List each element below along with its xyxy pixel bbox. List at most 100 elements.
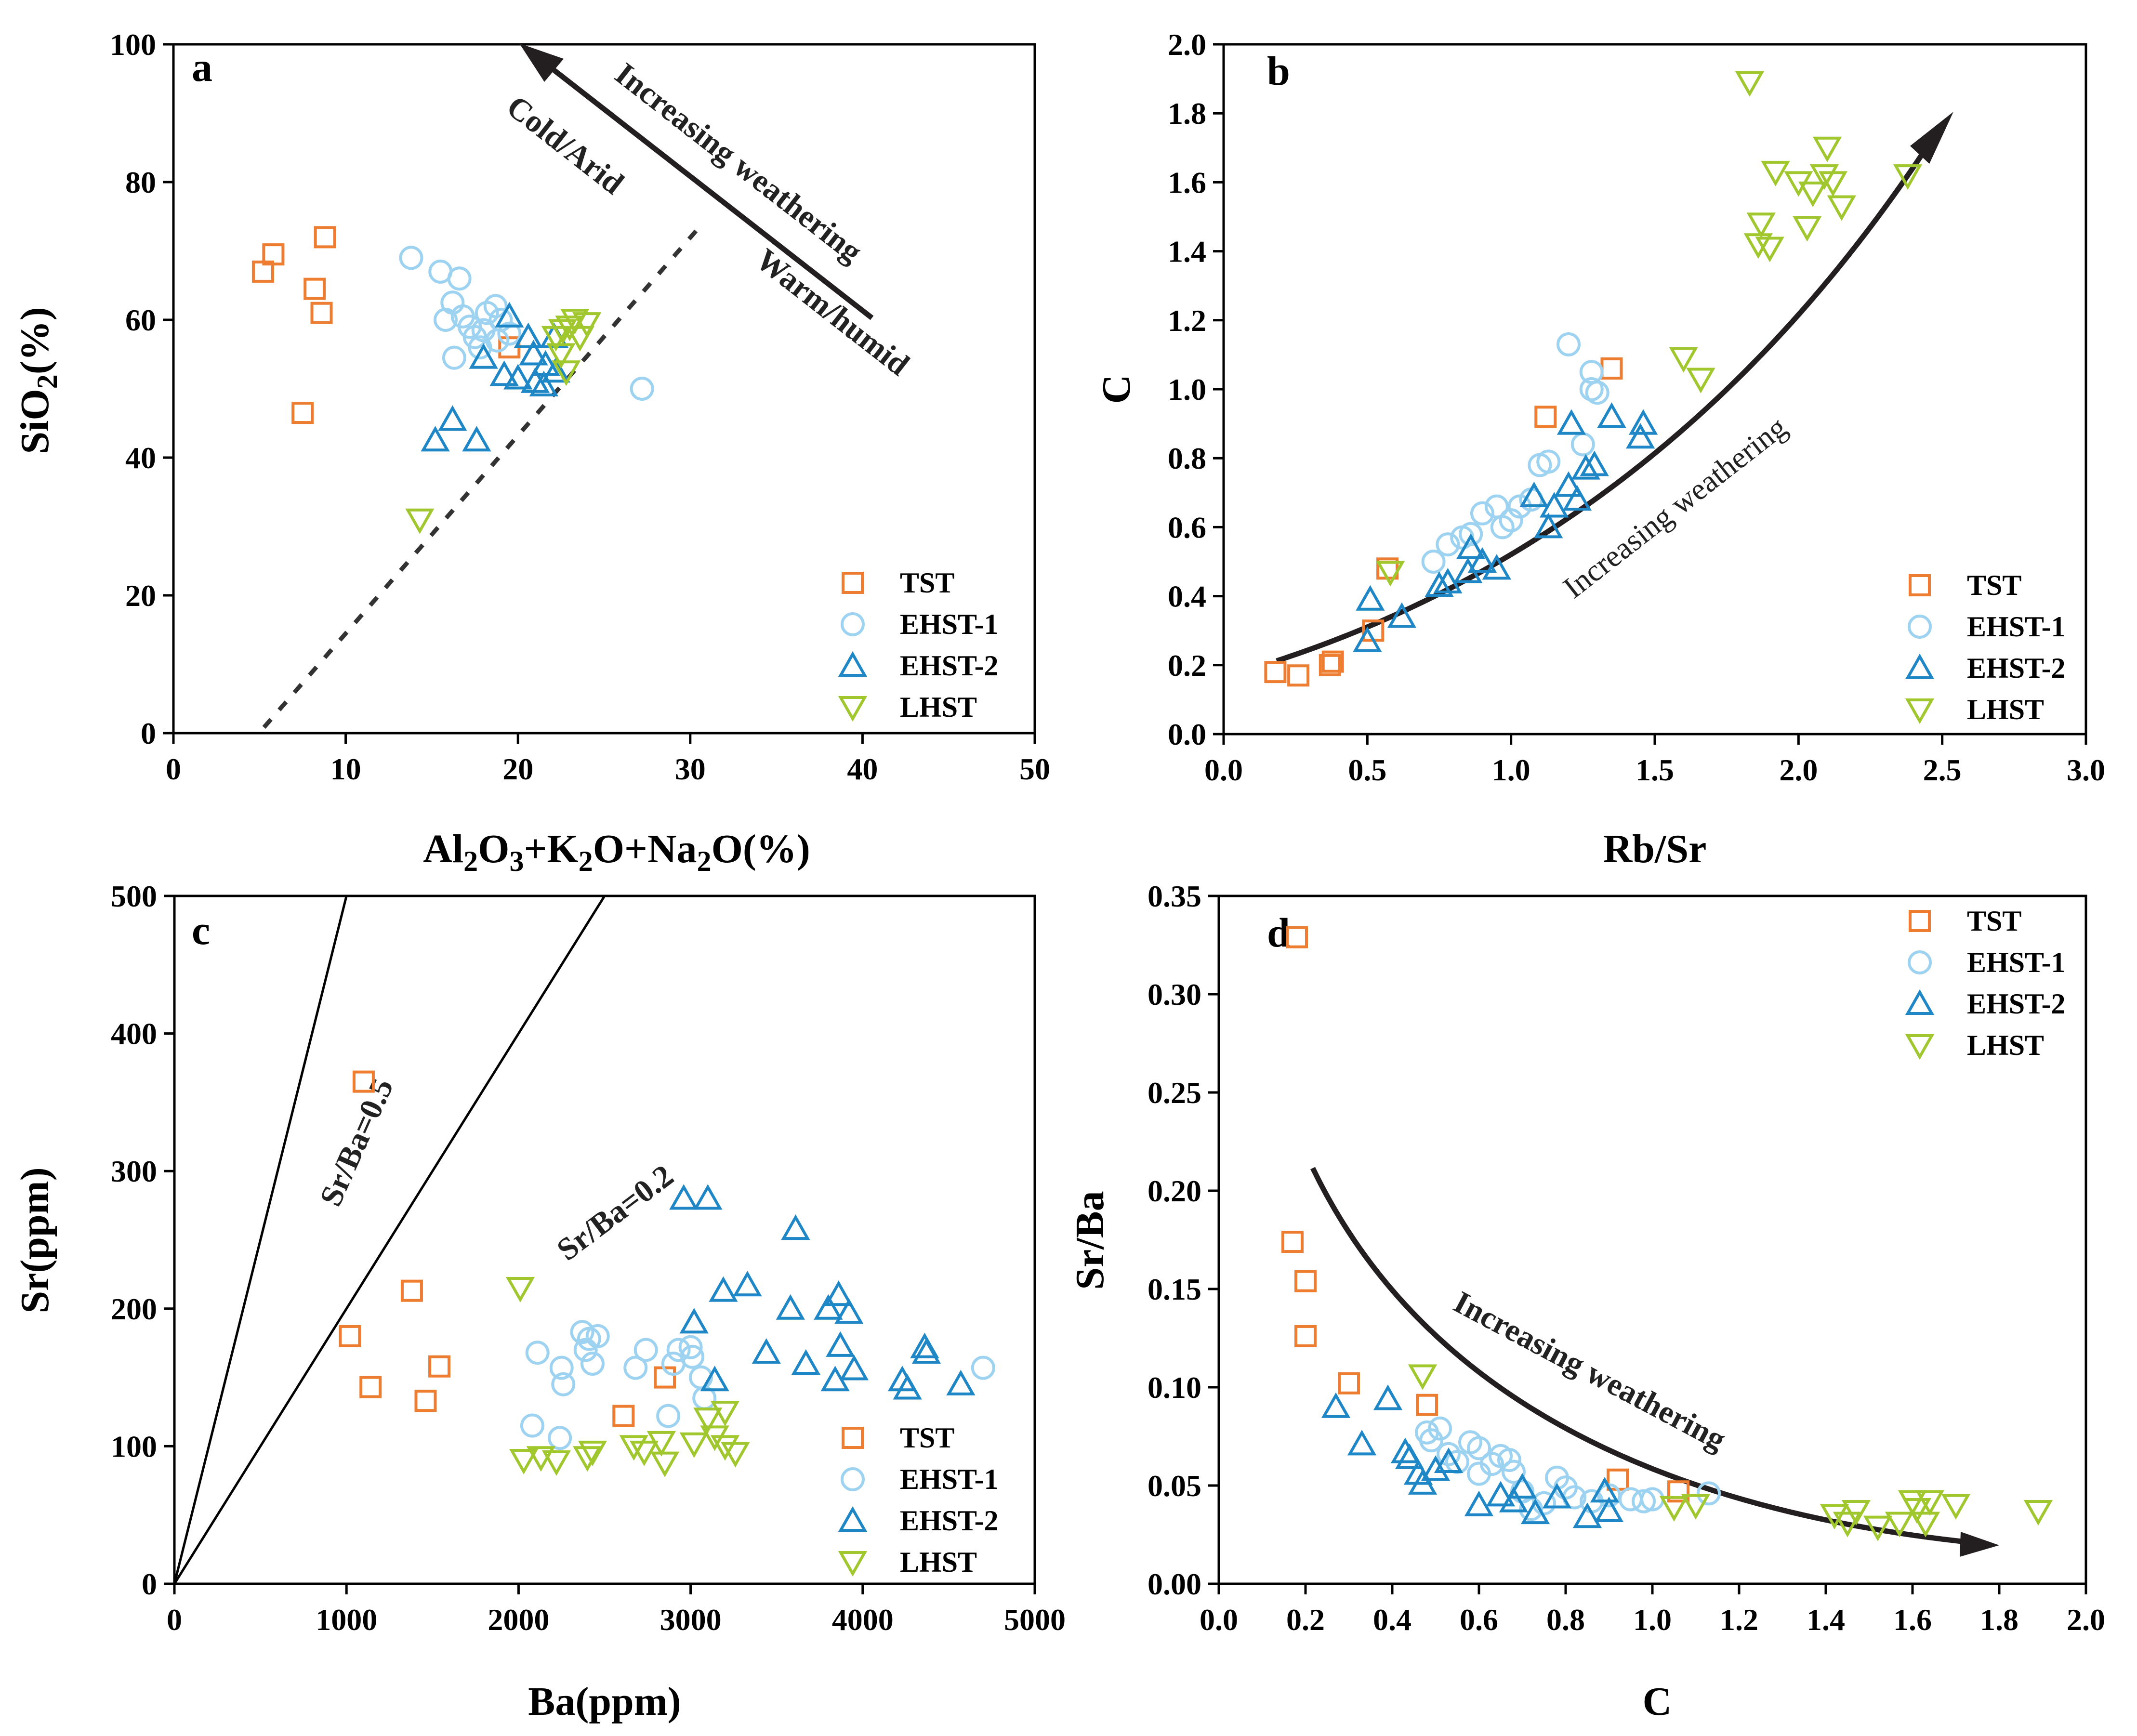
- panel-d-arrow-head: [1960, 1532, 1999, 1557]
- data-point-ehst-2: [1499, 1486, 1529, 1512]
- data-point-lhst: [552, 360, 581, 386]
- legend-marker-lhst: [1905, 698, 1935, 724]
- data-point-lhst: [693, 1407, 723, 1434]
- data-point-lhst: [1863, 1515, 1893, 1541]
- x-tick-label: 5000: [1004, 1603, 1066, 1637]
- x-tick-label: 0: [167, 1603, 182, 1637]
- data-point-ehst-2: [911, 1338, 941, 1364]
- data-point-ehst-2: [1507, 1473, 1537, 1499]
- data-point-ehst-2: [693, 1184, 723, 1210]
- data-point-ehst-1: [971, 1355, 995, 1380]
- y-tick-label: 0.20: [1148, 1174, 1201, 1208]
- x-tick-label: 1.2: [1720, 1603, 1758, 1637]
- x-tick-label: 0.0: [1204, 753, 1243, 787]
- data-point-ehst-2: [469, 343, 498, 369]
- panel-d-ticks: 0.0 0.2 0.4 0.6 0.8 1.0 1.2 1.4 1.6 1.8 2.0 0.00 0.0…: [1148, 879, 2105, 1637]
- data-point-ehst-2: [519, 340, 548, 366]
- x-tick-label: 0.5: [1348, 753, 1386, 787]
- panel-b-points: [1264, 71, 1923, 687]
- data-point-ehst-2: [1408, 1469, 1438, 1495]
- data-point-lhst: [578, 1440, 607, 1466]
- panel-a-arrow-head: [519, 43, 564, 82]
- data-point-tst: [414, 1390, 437, 1412]
- x-tick-label: 2.5: [1923, 753, 1962, 787]
- legend-label-ehst-2: EHST-2: [1967, 652, 2066, 684]
- data-point-lhst: [572, 312, 602, 338]
- data-point-lhst: [1761, 160, 1790, 186]
- data-point-ehst-2: [669, 1184, 699, 1210]
- data-point-ehst-2: [1395, 1443, 1425, 1469]
- data-point-lhst: [710, 1435, 740, 1461]
- data-point-ehst-2: [462, 426, 491, 452]
- data-point-ehst-2: [1572, 1502, 1602, 1528]
- data-point-ehst-2: [541, 357, 571, 383]
- data-point-ehst-1: [1557, 332, 1581, 356]
- data-point-ehst-2: [1347, 1430, 1377, 1456]
- panel-a-legend: TST EHST-1 EHST-2 LHST: [838, 567, 999, 723]
- data-point-ehst-2: [1353, 626, 1382, 652]
- x-tick-label: 1.8: [1980, 1603, 2018, 1637]
- y-tick-label: 0.05: [1148, 1469, 1201, 1503]
- x-tick-label: 0: [166, 752, 181, 786]
- panel-c-legend: TST EHST-1 EHST-2 LHST: [838, 1422, 999, 1578]
- y-tick-label: 0.6: [1168, 510, 1206, 544]
- panel-b-legend: TST EHST-1 EHST-2 LHST: [1905, 569, 2066, 725]
- data-point-ehst-1: [1428, 1416, 1452, 1441]
- data-point-ehst-1: [525, 1341, 550, 1365]
- data-point-lhst: [546, 343, 576, 369]
- panel-d-weathering-label: Increasing weathering: [1448, 1284, 1731, 1457]
- panel-a-ylabel: SiO2(%): [13, 307, 63, 454]
- data-point-ehst-1: [580, 1352, 605, 1376]
- data-point-ehst-1: [633, 1338, 658, 1362]
- x-tick-label: 30: [675, 752, 706, 786]
- x-tick-label: 1.0: [1492, 753, 1530, 787]
- data-point-lhst: [1893, 164, 1923, 190]
- legend-label-ehst-1: EHST-1: [1967, 947, 2066, 978]
- panel-c-ylabel: Sr(ppm): [13, 1167, 57, 1313]
- data-point-ehst-2: [1597, 402, 1626, 428]
- data-point-ehst-2: [1571, 454, 1600, 480]
- data-point-ehst-2: [826, 1331, 855, 1357]
- data-point-ehst-2: [824, 1280, 853, 1306]
- y-tick-label: 0.0: [1168, 717, 1206, 751]
- y-tick-label: 0.8: [1168, 441, 1206, 475]
- data-point-ehst-2: [814, 1294, 843, 1320]
- data-point-ehst-2: [752, 1338, 781, 1364]
- x-tick-label: 1.4: [1807, 1603, 1845, 1637]
- data-point-lhst: [573, 1446, 602, 1472]
- y-tick-label: 0.2: [1168, 648, 1206, 683]
- data-point-ehst-2: [1373, 1384, 1403, 1410]
- data-point-ehst-2: [531, 350, 560, 376]
- legend-marker-ehst-1: [841, 1467, 865, 1491]
- data-point-ehst-1: [570, 1320, 594, 1344]
- data-point-lhst: [1841, 1500, 1871, 1526]
- data-point-ehst-2: [679, 1308, 709, 1334]
- legend-marker-ehst-1: [1908, 615, 1932, 639]
- data-point-lhst: [619, 1435, 648, 1461]
- data-point-tst: [400, 1279, 423, 1302]
- x-tick-label: 4000: [832, 1603, 894, 1637]
- legend-marker-ehst-1: [841, 612, 865, 636]
- data-point-ehst-2: [1628, 409, 1658, 435]
- x-tick-label: 2.0: [1779, 753, 1818, 787]
- data-point-ehst-1: [483, 294, 508, 318]
- y-tick-label: 0.30: [1148, 977, 1201, 1012]
- y-tick-label: 400: [111, 1017, 157, 1051]
- reference-line: [173, 895, 606, 1585]
- y-tick-label: 100: [110, 27, 156, 62]
- panel-b-weathering-arrow: [1276, 138, 1934, 664]
- data-point-tst: [612, 1405, 635, 1427]
- data-point-ehst-2: [1433, 567, 1463, 593]
- legend-label-tst: TST: [900, 567, 954, 599]
- data-point-lhst: [1735, 71, 1765, 97]
- reference-line: [173, 895, 348, 1584]
- legend-marker-ehst-1: [1908, 950, 1932, 974]
- x-tick-label: 1000: [316, 1603, 377, 1637]
- x-tick-label: 0.8: [1546, 1603, 1585, 1637]
- data-point-ehst-2: [834, 1298, 864, 1324]
- legend-label-tst: TST: [900, 1422, 954, 1454]
- panel-d-xlabel: C: [1643, 1679, 1672, 1724]
- data-point-lhst: [1686, 368, 1715, 394]
- y-tick-label: 0.35: [1148, 879, 1201, 913]
